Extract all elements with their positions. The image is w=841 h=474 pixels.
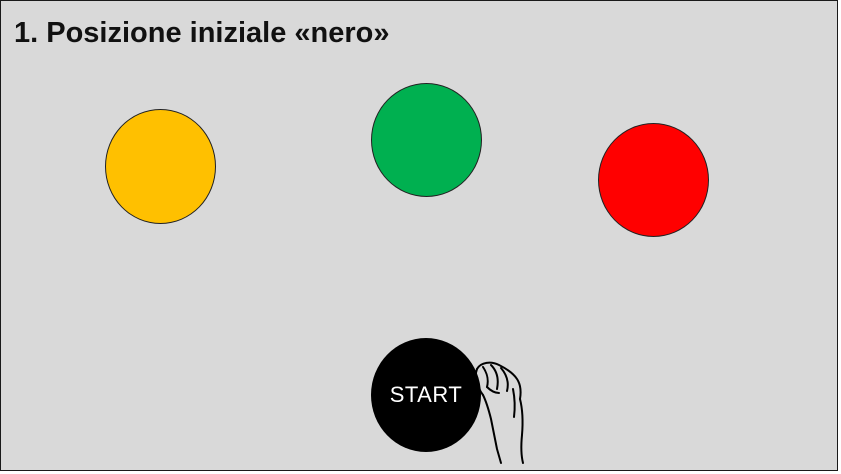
- green-target-circle[interactable]: [371, 83, 482, 197]
- yellow-target-circle[interactable]: [105, 109, 216, 224]
- slide-title: 1. Posizione iniziale «nero»: [14, 17, 390, 49]
- start-button[interactable]: START: [371, 338, 481, 452]
- hand-icon: [474, 361, 524, 464]
- red-target-circle[interactable]: [598, 123, 709, 237]
- start-button-label: START: [389, 382, 463, 407]
